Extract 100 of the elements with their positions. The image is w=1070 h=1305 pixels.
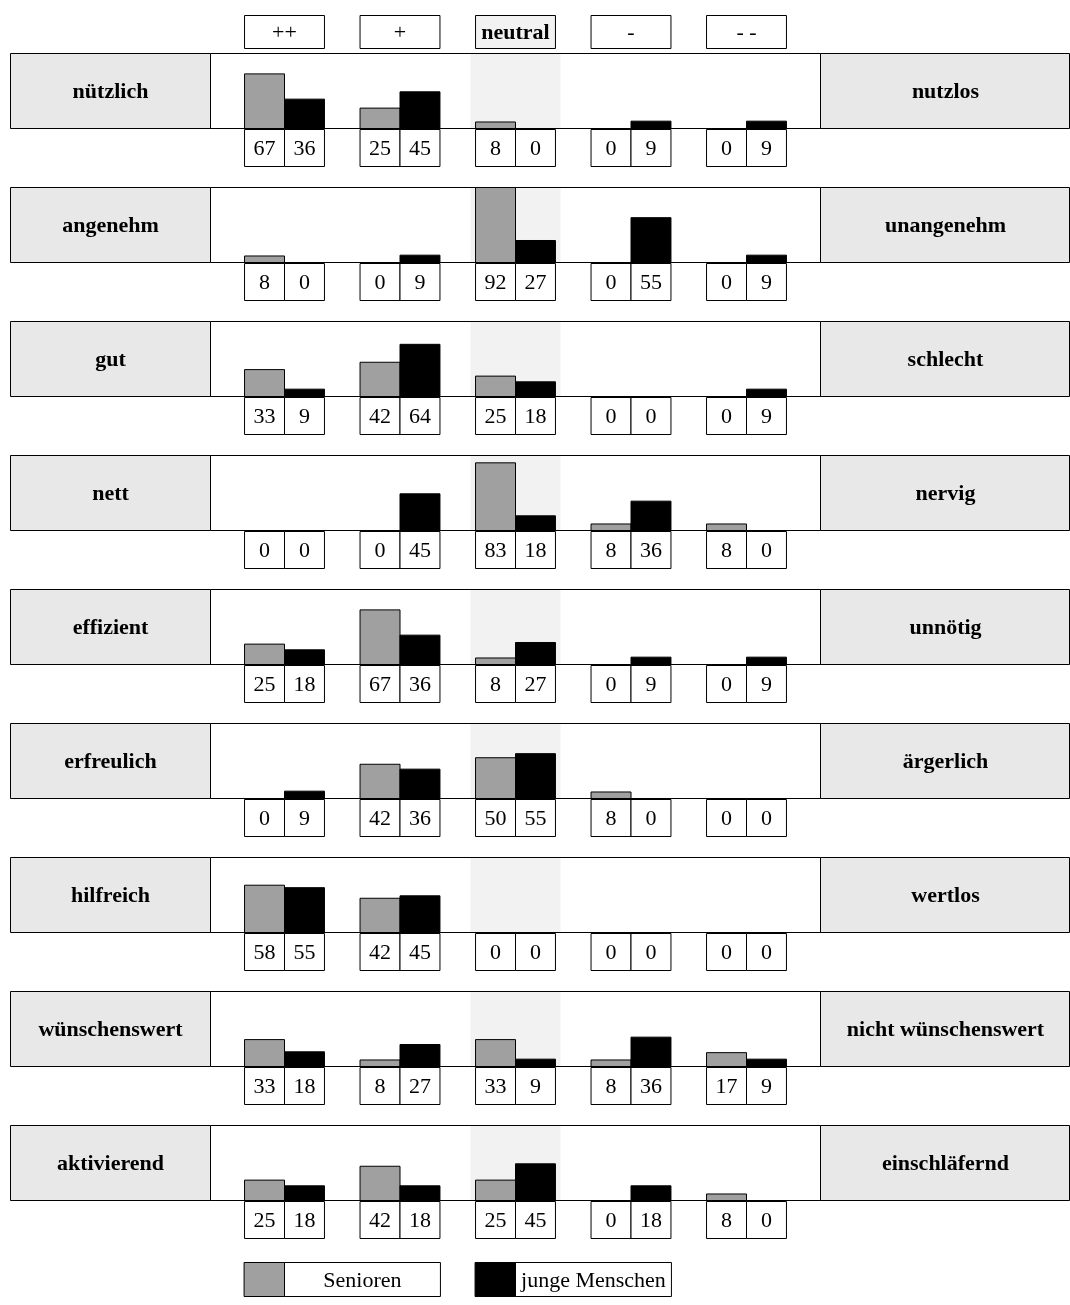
data-label: 0 <box>529 938 541 964</box>
data-label: 9 <box>414 268 426 294</box>
data-label: 18 <box>408 1206 431 1232</box>
data-label: 0 <box>721 938 733 964</box>
y-axis-title: aktivierend <box>56 1150 165 1175</box>
data-label: 36 <box>408 670 431 696</box>
data-label: 0 <box>645 402 657 428</box>
data-label: 0 <box>259 804 271 830</box>
data-label: 45 <box>408 536 431 562</box>
data-label: 8 <box>605 536 617 562</box>
data-label: 58 <box>253 938 276 964</box>
data-label: 0 <box>760 804 772 830</box>
y2-axis-title: schlecht <box>907 346 985 371</box>
data-label: 27 <box>524 268 547 294</box>
data-label: 36 <box>293 134 316 160</box>
data-label: 45 <box>408 134 431 160</box>
data-label: 25 <box>369 134 392 160</box>
data-label: 9 <box>760 134 772 160</box>
data-label: 64 <box>408 402 431 428</box>
y-axis-title: effizient <box>72 614 150 639</box>
data-label: 9 <box>298 804 310 830</box>
data-label: 8 <box>490 670 502 696</box>
data-label: 33 <box>253 402 276 428</box>
y2-axis-title: unnötig <box>909 614 982 639</box>
data-label: 8 <box>721 1206 733 1232</box>
data-label: 25 <box>484 402 507 428</box>
data-label: 9 <box>298 402 310 428</box>
data-label: 0 <box>529 134 541 160</box>
data-label: 0 <box>760 938 772 964</box>
data-label: 0 <box>721 804 733 830</box>
y2-axis-title: nutzlos <box>911 78 980 103</box>
data-label: 9 <box>645 134 657 160</box>
data-label: 27 <box>408 1072 431 1098</box>
data-label: 25 <box>253 1206 276 1232</box>
data-label: 0 <box>645 804 657 830</box>
data-label: 42 <box>369 804 392 830</box>
data-label: 55 <box>639 268 662 294</box>
y-axis-title: nützlich <box>72 78 149 103</box>
data-label: 9 <box>645 670 657 696</box>
y-axis-title: wünschenswert <box>38 1016 184 1041</box>
data-label: 25 <box>253 670 276 696</box>
y-axis-title: gut <box>95 346 127 371</box>
legend-label: junge Menschen <box>520 1267 666 1292</box>
data-label: 9 <box>760 268 772 294</box>
data-label: 50 <box>484 804 507 830</box>
data-label: 8 <box>490 134 502 160</box>
data-label: 45 <box>408 938 431 964</box>
y-axis-title: angenehm <box>62 212 159 237</box>
data-label: 67 <box>369 670 392 696</box>
data-label: 8 <box>721 536 733 562</box>
data-label: 27 <box>524 670 547 696</box>
y2-axis-title: einschläfernd <box>881 1150 1010 1175</box>
data-label: 0 <box>298 268 310 294</box>
data-label: 0 <box>605 402 617 428</box>
data-label: 18 <box>639 1206 662 1232</box>
y2-axis-title: unangenehm <box>884 212 1007 237</box>
data-label: 0 <box>721 670 733 696</box>
data-label: 67 <box>253 134 276 160</box>
y2-axis-title: nervig <box>915 480 976 505</box>
data-label: 0 <box>721 134 733 160</box>
data-label: 18 <box>524 402 547 428</box>
data-label: 9 <box>760 1072 772 1098</box>
data-label: 33 <box>253 1072 276 1098</box>
y-axis-title: hilfreich <box>70 882 151 907</box>
y-axis-title: nett <box>92 480 130 505</box>
data-label: 0 <box>721 402 733 428</box>
y-axis-title: erfreulich <box>64 748 157 773</box>
data-label: 0 <box>374 536 386 562</box>
data-label: 0 <box>605 134 617 160</box>
data-label: 0 <box>721 268 733 294</box>
data-label: 92 <box>484 268 507 294</box>
data-label: 55 <box>293 938 316 964</box>
x-tick-label: neutral <box>481 19 550 44</box>
data-label: 9 <box>529 1072 541 1098</box>
data-label: 42 <box>369 1206 392 1232</box>
x-tick-label: ++ <box>272 18 297 44</box>
data-label: 8 <box>605 1072 617 1098</box>
data-label: 0 <box>605 938 617 964</box>
x-tick-label: - - <box>736 19 757 44</box>
data-label: 0 <box>374 268 386 294</box>
data-label: 0 <box>259 536 271 562</box>
y2-axis-title: wertlos <box>911 882 981 907</box>
data-label: 83 <box>484 536 507 562</box>
y2-axis-title: ärgerlich <box>902 748 989 773</box>
data-label: 36 <box>639 536 662 562</box>
data-label: 8 <box>374 1072 386 1098</box>
data-label: 0 <box>760 1206 772 1232</box>
data-label: 55 <box>524 804 547 830</box>
data-label: 0 <box>490 938 502 964</box>
data-label: 8 <box>259 268 271 294</box>
data-label: 18 <box>524 536 547 562</box>
legend-label: Senioren <box>323 1267 402 1292</box>
data-label: 36 <box>408 804 431 830</box>
data-label: 0 <box>760 536 772 562</box>
data-label: 0 <box>605 1206 617 1232</box>
data-label: 9 <box>760 670 772 696</box>
data-label: 0 <box>605 670 617 696</box>
data-label: 42 <box>369 402 392 428</box>
data-label: 45 <box>524 1206 547 1232</box>
data-label: 36 <box>639 1072 662 1098</box>
